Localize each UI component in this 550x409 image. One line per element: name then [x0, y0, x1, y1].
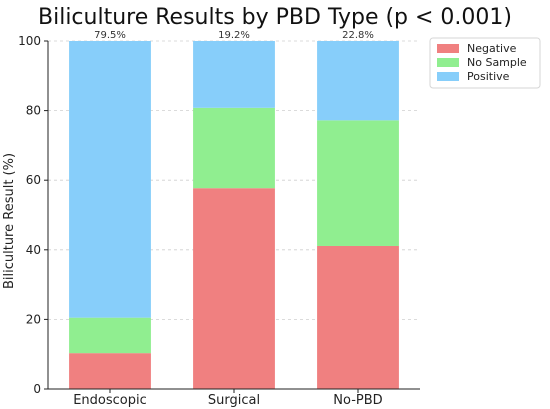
y-tick-label: 20 — [26, 312, 41, 326]
bar-no-sample-no-pbd — [317, 120, 399, 246]
x-tick-label: No-PBD — [333, 393, 382, 408]
legend-label: Negative — [467, 42, 517, 55]
bar-negative-no-pbd — [317, 245, 399, 389]
legend-label: Positive — [467, 70, 510, 83]
bar-percentage-label: 79.5% — [94, 30, 126, 41]
bar-positive-no-pbd — [317, 41, 399, 121]
bar-positive-endoscopic — [69, 41, 151, 318]
y-tick-label: 80 — [26, 104, 41, 118]
chart-title: Biliculture Results by PBD Type (p < 0.0… — [38, 5, 512, 30]
y-tick-label: 60 — [26, 173, 41, 187]
y-tick-label: 0 — [33, 382, 41, 396]
bar-negative-endoscopic — [69, 353, 151, 389]
bar-no-sample-endoscopic — [69, 317, 151, 354]
y-axis-label: Biliculture Result (%) — [2, 153, 17, 289]
y-tick-label: 100 — [18, 34, 41, 48]
bar-percentage-label: 19.2% — [218, 30, 250, 41]
legend-swatch — [437, 72, 459, 81]
bar-positive-surgical — [193, 41, 275, 108]
bar-negative-surgical — [193, 188, 275, 389]
bar-percentage-label: 22.8% — [342, 30, 374, 41]
bar-no-sample-surgical — [193, 107, 275, 189]
x-tick-label: Surgical — [208, 393, 260, 408]
legend-swatch — [437, 58, 459, 67]
y-tick-label: 40 — [26, 243, 41, 257]
x-tick-label: Endoscopic — [73, 393, 147, 408]
legend-label: No Sample — [467, 56, 527, 69]
legend-swatch — [437, 44, 459, 53]
